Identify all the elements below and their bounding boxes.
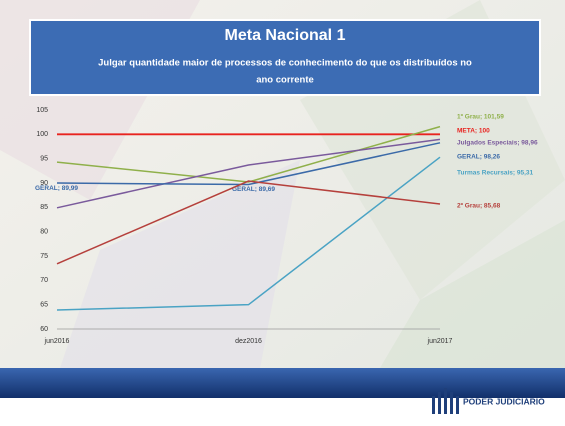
data-label: 2º Grau; 85,68	[457, 203, 501, 210]
title: Meta Nacional 1	[225, 27, 346, 44]
data-label: GERAL; 89,69	[232, 186, 275, 193]
line	[56, 125, 441, 183]
y-tick-label: 75	[40, 253, 48, 260]
logo	[432, 388, 459, 414]
x-tick-label: dez2016	[235, 338, 262, 345]
x-tick-label: jun2016	[44, 338, 70, 345]
subtitle: Julgar quantidade maior de processos de …	[98, 58, 472, 69]
data-label: 1º Grau; 101,59	[457, 114, 504, 121]
plot: 60 65 70 75 80 85 90 95 100 105 jun2016 dez2016 jun2…	[35, 107, 538, 345]
y-tick-label: 60	[40, 326, 48, 333]
series: GERAL; 89,99 GERAL; 89,69 GERAL; 98,26	[35, 142, 500, 193]
series: 2º Grau; 85,68	[56, 180, 501, 265]
series: META; 100	[57, 128, 490, 136]
title-box	[29, 19, 541, 96]
y-tick-label: 90	[40, 180, 48, 187]
data-label: META; 100	[457, 128, 490, 135]
data-label: GERAL; 89,99	[35, 185, 78, 192]
line	[56, 156, 441, 311]
line	[56, 138, 441, 209]
bg-shape	[60, 160, 300, 368]
y-tick-label: 80	[40, 229, 48, 236]
x-tick-label: jun2017	[427, 338, 453, 345]
subtitle: ano corrente	[256, 75, 314, 86]
y-tick-label: 105	[36, 107, 48, 114]
line	[56, 180, 441, 265]
y-tick-label: 70	[40, 277, 48, 284]
bg-shape	[380, 220, 565, 368]
data-label: Julgados Especiais; 98,96	[457, 140, 538, 147]
brand: PODER JUDICIÁRIO	[463, 396, 545, 406]
series: 1º Grau; 101,59	[56, 114, 504, 183]
y-tick-label: 85	[40, 204, 48, 211]
data-label: Turmas Recursais; 95,31	[457, 170, 533, 177]
footer-band	[0, 368, 565, 398]
y-tick-label: 95	[40, 156, 48, 163]
series: Turmas Recursais; 95,31	[56, 156, 533, 311]
series: Julgados Especiais; 98,96	[56, 138, 538, 209]
y-tick-label: 65	[40, 302, 48, 309]
footer-bg	[0, 398, 565, 426]
data-label: GERAL; 98,26	[457, 154, 500, 161]
y-tick-label: 100	[36, 131, 48, 138]
line	[56, 142, 441, 186]
